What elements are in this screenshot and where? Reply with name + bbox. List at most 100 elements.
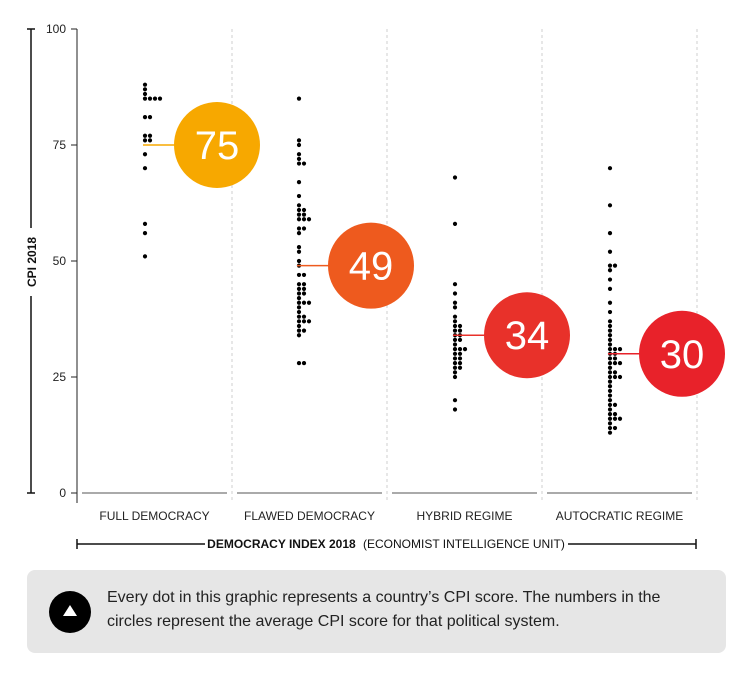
y-axis-label: CPI 2018 — [25, 237, 39, 287]
data-point — [157, 96, 163, 101]
data-point — [296, 309, 302, 315]
data-point — [452, 328, 458, 333]
data-point — [607, 263, 613, 268]
data-point — [452, 282, 458, 287]
data-point — [607, 388, 613, 394]
average-circle — [484, 292, 570, 379]
data-point — [296, 217, 302, 222]
data-point — [612, 347, 618, 352]
data-point — [142, 166, 148, 171]
data-point — [452, 305, 458, 310]
data-point — [612, 425, 618, 431]
data-point — [296, 231, 302, 236]
data-point — [301, 319, 307, 324]
data-point — [607, 425, 613, 431]
data-point — [607, 384, 613, 389]
y-tick-label: 25 — [53, 370, 67, 384]
data-point — [612, 416, 618, 421]
data-point — [296, 305, 302, 310]
data-point — [142, 133, 148, 138]
data-point — [452, 175, 458, 180]
data-point — [301, 291, 307, 296]
data-point — [296, 314, 302, 319]
data-point — [452, 398, 458, 403]
data-point — [296, 180, 302, 185]
x-axis-label: DEMOCRACY INDEX 2018 — [207, 537, 356, 551]
y-tick-label: 100 — [46, 22, 66, 36]
data-point — [607, 416, 613, 421]
data-point — [296, 328, 302, 333]
data-point — [142, 254, 148, 259]
data-point — [607, 286, 613, 291]
data-point — [457, 351, 463, 356]
data-point — [301, 161, 307, 166]
y-tick-label: 0 — [59, 486, 66, 500]
data-point — [607, 342, 613, 347]
data-point — [296, 300, 302, 305]
info-note: Every dot in this graphic represents a c… — [27, 570, 726, 653]
data-point — [452, 365, 458, 370]
average-value-label: 30 — [660, 333, 705, 377]
data-point — [607, 277, 613, 282]
data-point — [142, 96, 148, 101]
average-value-label: 75 — [195, 124, 240, 168]
data-point — [452, 314, 458, 319]
category-label: AUTOCRATIC REGIME — [556, 509, 684, 523]
data-point — [452, 374, 458, 380]
data-point — [296, 161, 302, 166]
y-axis: 0 25 50 75 100 — [27, 22, 78, 503]
data-point — [457, 365, 463, 370]
data-point — [607, 365, 613, 370]
data-point — [452, 351, 458, 356]
data-point — [296, 156, 302, 162]
data-point — [306, 300, 312, 305]
data-point — [457, 360, 463, 366]
data-point — [607, 430, 613, 435]
category-labels: FULL DEMOCRACY FLAWED DEMOCRACY HYBRID REG… — [82, 492, 692, 523]
data-point — [296, 291, 302, 296]
data-point — [296, 138, 302, 143]
x-axis-label-note: (ECONOMIST INTELLIGENCE UNIT) — [363, 537, 565, 551]
data-point — [296, 203, 302, 208]
data-point — [452, 342, 458, 347]
data-point — [142, 152, 148, 157]
data-point — [607, 393, 613, 398]
data-point — [607, 421, 613, 426]
average-value-label: 34 — [505, 314, 550, 358]
data-point — [152, 96, 158, 101]
cpi-chart: 0 25 50 75 100 75 49 34 30 FULL DEMOCRACY FLAWED… — [25, 22, 725, 551]
data-point — [607, 268, 613, 273]
data-point — [607, 323, 613, 329]
data-point — [301, 286, 307, 291]
data-point — [296, 286, 302, 291]
data-point — [452, 300, 458, 305]
data-point — [452, 323, 458, 329]
data-point — [301, 300, 307, 305]
data-point — [607, 374, 613, 380]
category-label: FLAWED DEMOCRACY — [244, 509, 375, 523]
data-point — [607, 309, 613, 315]
data-point — [607, 379, 613, 384]
data-point — [296, 323, 302, 329]
data-point — [617, 374, 623, 380]
data-point — [142, 115, 148, 120]
data-point — [607, 360, 613, 366]
data-point — [607, 203, 613, 208]
data-point — [607, 328, 613, 333]
data-point — [607, 300, 613, 305]
data-point — [296, 96, 302, 101]
data-point — [142, 138, 148, 143]
data-point — [612, 360, 618, 366]
data-point — [457, 323, 463, 329]
data-point — [296, 244, 302, 250]
data-point — [301, 314, 307, 319]
data-point — [147, 96, 153, 101]
data-point — [452, 291, 458, 296]
data-point — [607, 370, 613, 375]
triangle-up-icon — [49, 591, 91, 633]
y-tick-label: 50 — [53, 254, 67, 268]
data-point — [296, 152, 302, 157]
data-point — [296, 360, 302, 366]
data-point — [457, 347, 463, 352]
data-point — [462, 347, 468, 352]
